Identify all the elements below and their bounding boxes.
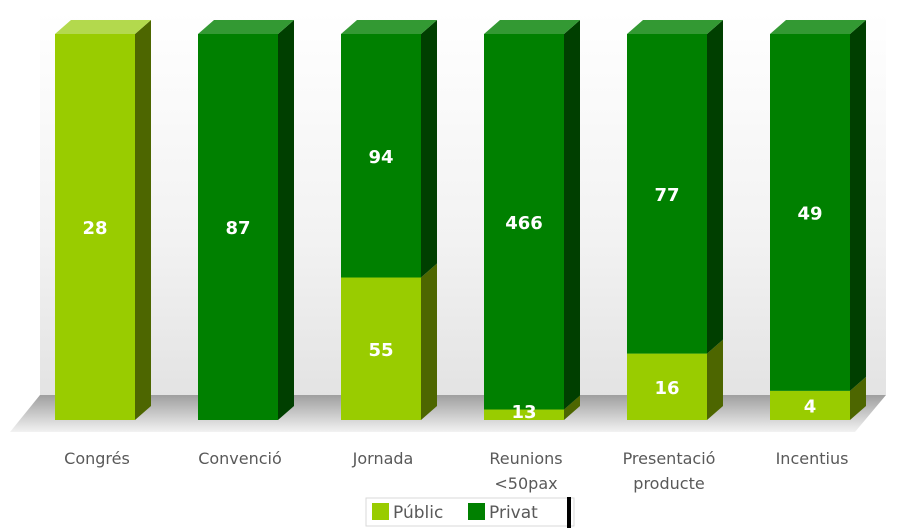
bar-side-privat-5: [850, 20, 866, 391]
value-label-privat-3: 466: [505, 213, 543, 234]
bar-top-public-0: [55, 20, 151, 34]
bar-public-3: [484, 409, 564, 420]
legend-swatch-public: [372, 503, 389, 520]
category-label-1: Convenció: [198, 449, 282, 468]
category-label-4: Presentació producte: [623, 449, 716, 493]
bar-public-4: [627, 353, 707, 420]
value-label-privat-5: 49: [797, 203, 822, 224]
category-label-2: Jornada: [352, 449, 414, 468]
legend-swatch-privat: [468, 503, 485, 520]
bar-public-2: [341, 277, 421, 420]
value-label-public-3: 13: [511, 402, 536, 423]
bar-top-privat-1: [198, 20, 294, 34]
value-label-public-0: 28: [82, 218, 107, 239]
bar-side-public-2: [421, 263, 437, 420]
legend-edge-mark: [567, 497, 571, 528]
bar-privat-4: [627, 34, 707, 354]
bar-public-0: [55, 34, 135, 420]
category-label-3: Reunions <50pax: [489, 449, 562, 493]
legend-label-privat: Privat: [489, 503, 538, 523]
bar-top-privat-3: [484, 20, 580, 34]
value-labels-layer: 28 87 55 94 13 466 16 77 4 49: [82, 147, 822, 423]
value-label-privat-1: 87: [225, 218, 250, 239]
chart-back-wall: [40, 12, 886, 395]
bar-side-privat-1: [278, 20, 294, 420]
legend: Públic Privat: [365, 497, 575, 528]
value-label-public-2: 55: [368, 340, 393, 361]
value-label-privat-2: 94: [368, 147, 393, 168]
bar-side-privat-2: [421, 20, 437, 278]
bar-side-privat-3: [564, 20, 580, 410]
bar-side-privat-4: [707, 20, 723, 354]
category-labels-layer: Congrés Convenció Jornada Reunions <50pax Pre…: [64, 449, 848, 493]
value-label-privat-4: 77: [654, 185, 679, 206]
value-label-public-4: 16: [654, 378, 679, 399]
bar-top-privat-5: [770, 20, 866, 34]
bar-top-privat-2: [341, 20, 437, 34]
bar-side-public-0: [135, 20, 151, 420]
category-label-0: Congrés: [64, 449, 130, 468]
bar-public-5: [770, 390, 850, 420]
value-label-public-5: 4: [804, 396, 817, 417]
bar-side-public-3: [564, 395, 580, 420]
bar-privat-3: [484, 34, 564, 410]
bar-side-public-4: [707, 339, 723, 420]
bar-top-privat-4: [627, 20, 723, 34]
bar-privat-2: [341, 34, 421, 278]
category-label-5: Incentius: [776, 449, 849, 468]
bar-privat-5: [770, 34, 850, 391]
bar-side-public-5: [850, 376, 866, 420]
bar-privat-1: [198, 34, 278, 420]
legend-label-public: Públic: [393, 503, 443, 523]
bars-layer: [55, 20, 866, 420]
